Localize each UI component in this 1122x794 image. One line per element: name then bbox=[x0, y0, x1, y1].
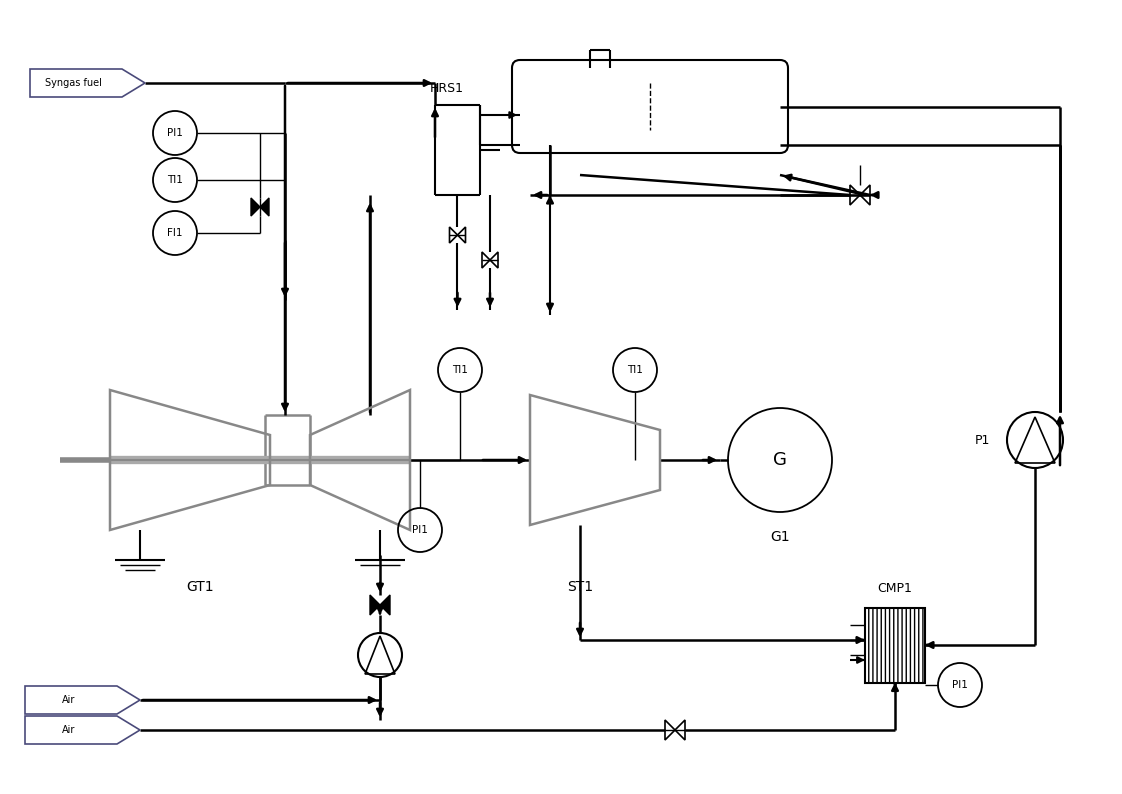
Text: PI1: PI1 bbox=[412, 525, 427, 535]
Text: G1: G1 bbox=[770, 530, 790, 544]
Polygon shape bbox=[370, 595, 380, 615]
Text: FI1: FI1 bbox=[167, 228, 183, 238]
Polygon shape bbox=[260, 198, 269, 216]
Text: Syngas fuel: Syngas fuel bbox=[45, 78, 102, 88]
Text: PI1: PI1 bbox=[167, 128, 183, 138]
Text: ST1: ST1 bbox=[567, 580, 594, 594]
Polygon shape bbox=[251, 198, 260, 216]
Text: TI1: TI1 bbox=[167, 175, 183, 185]
Text: CMP1: CMP1 bbox=[877, 583, 912, 596]
Text: TI1: TI1 bbox=[452, 365, 468, 375]
Text: PI1: PI1 bbox=[953, 680, 968, 690]
Text: P1: P1 bbox=[975, 434, 990, 446]
Bar bbox=[865, 607, 925, 683]
Text: G: G bbox=[773, 451, 787, 469]
Text: Air: Air bbox=[62, 725, 75, 735]
Text: TI1: TI1 bbox=[627, 365, 643, 375]
Text: Air: Air bbox=[62, 695, 75, 705]
Polygon shape bbox=[380, 595, 390, 615]
Text: HRS1: HRS1 bbox=[430, 82, 465, 95]
Text: GT1: GT1 bbox=[186, 580, 214, 594]
